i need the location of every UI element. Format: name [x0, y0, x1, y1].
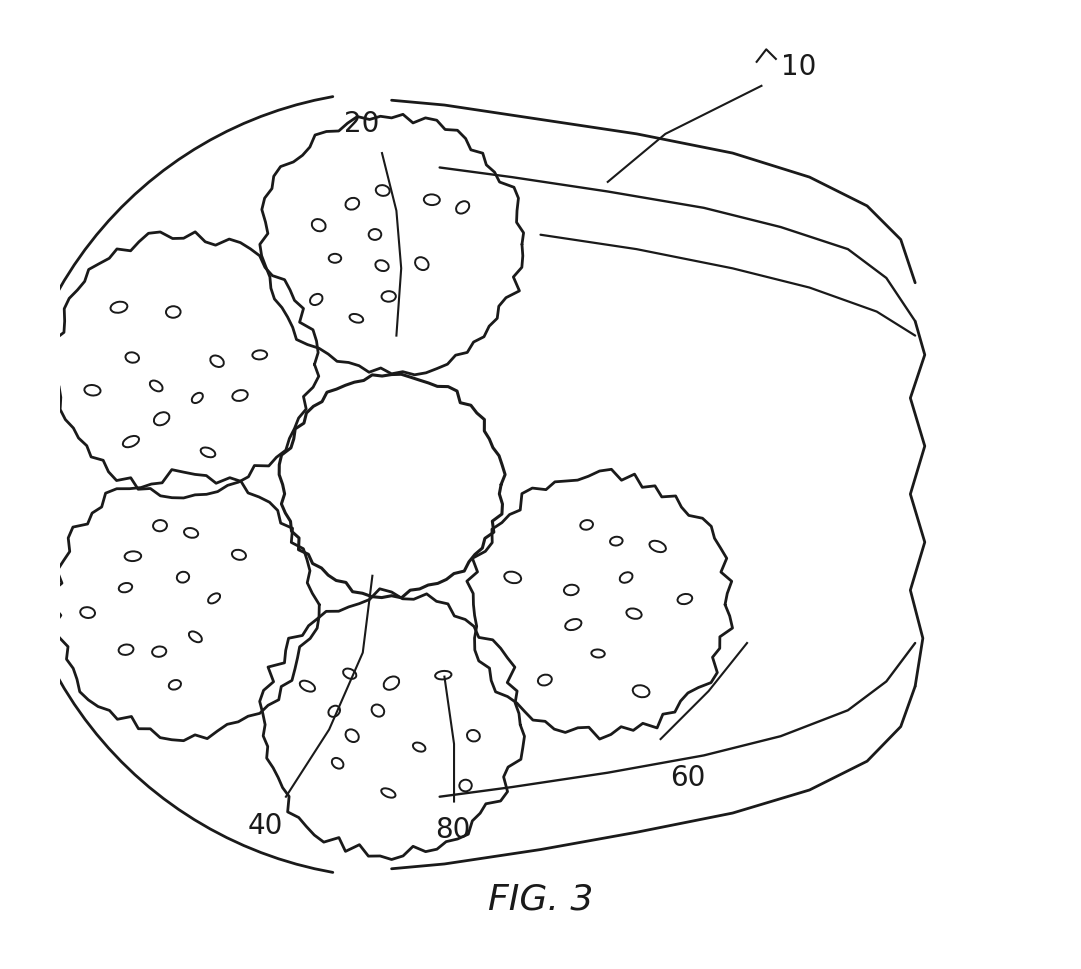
- Text: 60: 60: [670, 764, 706, 792]
- Text: 40: 40: [248, 811, 283, 839]
- Text: 10: 10: [780, 52, 816, 80]
- Text: FIG. 3: FIG. 3: [488, 883, 593, 917]
- Text: 80: 80: [435, 816, 470, 844]
- Text: 20: 20: [344, 110, 379, 139]
